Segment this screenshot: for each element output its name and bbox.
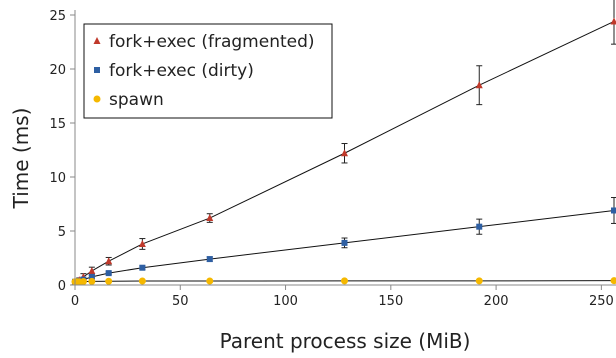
data-point bbox=[138, 239, 146, 247]
axes bbox=[70, 10, 616, 290]
data-point bbox=[475, 277, 483, 285]
data-point bbox=[105, 257, 113, 265]
data-point bbox=[88, 277, 96, 285]
plot-series-layer bbox=[71, 0, 616, 286]
data-point bbox=[79, 278, 87, 286]
x-tick-label: 250 bbox=[589, 294, 614, 309]
series-2 bbox=[71, 277, 616, 286]
data-point bbox=[611, 207, 616, 214]
data-point bbox=[105, 277, 113, 285]
x-tick-label: 150 bbox=[378, 294, 403, 309]
data-point bbox=[341, 277, 348, 285]
data-point bbox=[88, 273, 95, 280]
y-tick-label: 0 bbox=[58, 279, 66, 294]
data-point bbox=[341, 149, 348, 157]
y-tick-label: 5 bbox=[58, 225, 66, 240]
data-point bbox=[475, 81, 483, 89]
data-point bbox=[138, 277, 146, 285]
data-point bbox=[476, 223, 483, 230]
data-point bbox=[610, 277, 616, 285]
data-point bbox=[341, 239, 348, 246]
data-point bbox=[105, 270, 112, 277]
tick-labels: 0 50 100 150 200 250 0 5 10 15 20 25 bbox=[49, 9, 613, 309]
data-point bbox=[610, 17, 616, 25]
data-point bbox=[206, 256, 213, 263]
legend-box bbox=[83, 23, 333, 119]
legend-marker bbox=[93, 95, 101, 103]
series-1 bbox=[72, 197, 616, 285]
legend: fork+exec (fragmented) fork+exec (dirty) s… bbox=[83, 23, 333, 119]
y-tick-label: 25 bbox=[49, 9, 66, 24]
x-tick-label: 100 bbox=[273, 294, 298, 309]
legend-label: fork+exec (dirty) bbox=[109, 61, 254, 81]
x-tick-label: 200 bbox=[484, 294, 509, 309]
y-axis-title: Time (ms) bbox=[9, 108, 33, 210]
y-tick-label: 10 bbox=[49, 171, 66, 186]
data-point bbox=[88, 266, 96, 274]
legend-label: spawn bbox=[109, 90, 164, 110]
data-point bbox=[139, 264, 146, 271]
data-point bbox=[206, 277, 214, 285]
legend-marker bbox=[94, 67, 100, 73]
legend-marker bbox=[93, 37, 101, 44]
y-tick-label: 20 bbox=[49, 63, 66, 78]
y-tick-label: 15 bbox=[49, 117, 66, 132]
x-tick-label: 50 bbox=[172, 294, 189, 309]
legend-label: fork+exec (fragmented) bbox=[109, 32, 315, 52]
data-point bbox=[206, 214, 214, 222]
x-axis-title: Parent process size (MiB) bbox=[220, 329, 471, 353]
x-tick-label: 0 bbox=[71, 294, 79, 309]
